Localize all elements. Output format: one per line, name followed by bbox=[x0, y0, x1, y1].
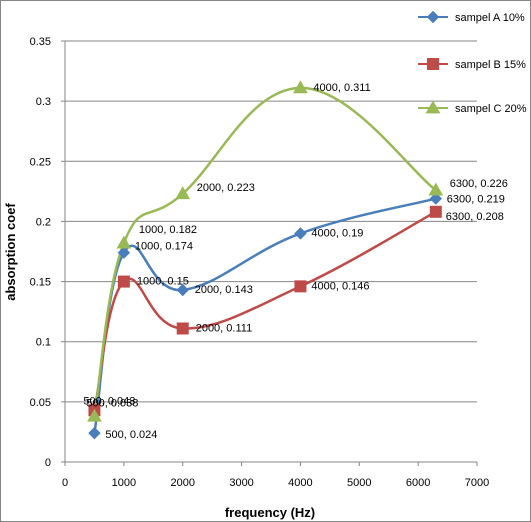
data-label: 6300, 0.219 bbox=[447, 194, 505, 206]
data-label: 4000, 0.146 bbox=[311, 280, 369, 292]
diamond-marker bbox=[88, 426, 101, 440]
square-marker bbox=[427, 58, 439, 70]
y-tick-label: 0.3 bbox=[36, 96, 51, 108]
x-tick-label: 0 bbox=[62, 477, 68, 489]
data-label: 1000, 0.15 bbox=[137, 276, 189, 288]
y-tick-label: 0.25 bbox=[30, 156, 51, 168]
data-labels: 500, 0.024 1000, 0.174 2000, 0.143 4000, 0.… bbox=[83, 82, 507, 441]
diamond-marker bbox=[429, 192, 443, 205]
y-axis-title: absorption coef bbox=[3, 203, 18, 301]
data-label: 1000, 0.182 bbox=[139, 224, 197, 236]
data-label: 2000, 0.111 bbox=[196, 322, 252, 334]
square-marker bbox=[117, 275, 130, 288]
x-tick-label: 5000 bbox=[347, 477, 371, 489]
x-tick-label: 6000 bbox=[406, 477, 430, 489]
data-label: 500, 0.043 bbox=[83, 395, 135, 407]
legend-label: sampel B 15% bbox=[455, 59, 526, 71]
square-marker bbox=[429, 205, 442, 218]
y-tick-label: 0.1 bbox=[36, 337, 51, 349]
diamond-marker bbox=[117, 246, 131, 259]
data-label: 6300, 0.226 bbox=[450, 178, 508, 190]
x-tick-label: 2000 bbox=[170, 477, 194, 489]
y-tick-label: 0.2 bbox=[36, 216, 51, 228]
triangle-marker bbox=[87, 408, 102, 422]
data-label: 500, 0.024 bbox=[105, 429, 157, 441]
data-label: 2000, 0.143 bbox=[195, 284, 253, 296]
diamond-marker bbox=[294, 227, 307, 240]
data-label: 500, 0.038 bbox=[86, 397, 138, 409]
y-tick-label: 0.15 bbox=[30, 277, 51, 289]
x-tick-label: 4000 bbox=[288, 477, 312, 489]
y-tick-label: 0 bbox=[45, 457, 51, 469]
data-label: 6300, 0.208 bbox=[446, 211, 504, 223]
triangle-marker bbox=[116, 235, 132, 249]
data-markers bbox=[87, 80, 444, 440]
data-label: 1000, 0.174 bbox=[135, 241, 193, 253]
legend-label: sampel C 20% bbox=[455, 103, 527, 115]
triangle-marker bbox=[175, 186, 191, 200]
legend-label: sampel A 10% bbox=[455, 12, 525, 24]
x-tick-label: 3000 bbox=[229, 477, 253, 489]
x-tick-label: 7000 bbox=[465, 477, 489, 489]
triangle-marker bbox=[425, 100, 441, 114]
y-tick-label: 0.35 bbox=[30, 36, 51, 48]
diamond-marker bbox=[176, 283, 189, 297]
x-axis-title: frequency (Hz) bbox=[225, 505, 315, 520]
data-label: 4000, 0.19 bbox=[311, 227, 363, 239]
triangle-marker bbox=[293, 80, 308, 94]
axes: 0 0.05 0.1 0.15 0.2 0.25 0.3 0.35 0 1000 2000 3000 4… bbox=[30, 36, 490, 489]
square-marker bbox=[176, 322, 189, 335]
diamond-marker bbox=[426, 10, 440, 24]
square-marker bbox=[294, 280, 307, 293]
legend: sampel A 10% sampel B 15% sampel C 20% bbox=[418, 10, 527, 115]
y-tick-label: 0.05 bbox=[30, 397, 51, 409]
data-label: 2000, 0.223 bbox=[197, 182, 255, 194]
triangle-marker bbox=[428, 182, 444, 196]
data-label: 4000, 0.311 bbox=[313, 82, 370, 94]
x-tick-label: 1000 bbox=[112, 477, 136, 489]
